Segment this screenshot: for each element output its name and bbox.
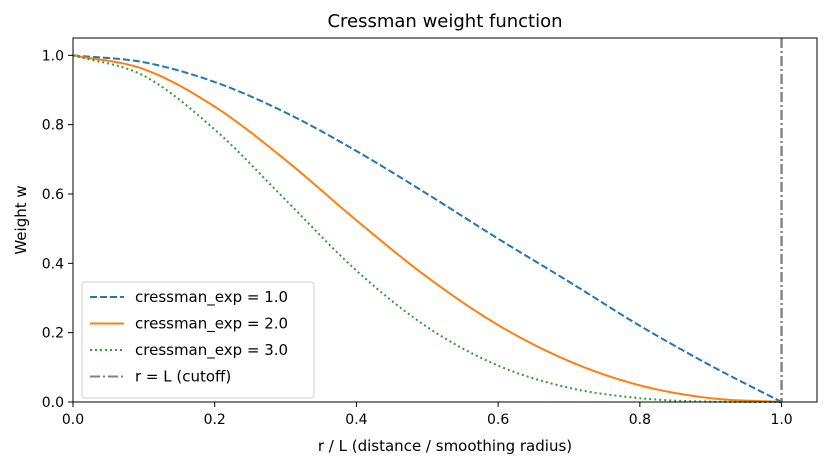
y-tick-label: 0.2: [42, 326, 64, 342]
legend: cressman_exp = 1.0 cressman_exp = 2.0 cres…: [81, 281, 315, 399]
y-tick-label: 0.4: [42, 256, 64, 272]
y-tick-label: 0.6: [42, 187, 64, 203]
chart-title: Cressman weight function: [327, 11, 562, 32]
legend-label: cressman_exp = 3.0: [135, 341, 288, 360]
y-tick-label: 0.8: [42, 118, 64, 134]
series-line-exp-3: [72, 54, 782, 403]
axes-frame: [72, 37, 818, 403]
y-axis-label: Weight w: [12, 185, 30, 254]
x-tick-label: 0.8: [629, 412, 651, 428]
legend-box: [81, 281, 315, 399]
x-tick-label: 0.4: [345, 412, 367, 428]
x-axis-label: r / L (distance / smoothing radius): [318, 437, 572, 455]
axis-ticks: 0.0 0.2 0.4 0.6 0.8 1.0 0.0 0.2 0.4 0.6 0.8 1.0: [42, 48, 793, 428]
series-line-exp-2: [72, 54, 782, 403]
x-tick-label: 0.2: [204, 412, 226, 428]
legend-label: r = L (cutoff): [135, 368, 231, 386]
legend-label: cressman_exp = 2.0: [135, 315, 288, 334]
series-line-exp-1: [72, 54, 783, 403]
legend-label: cressman_exp = 1.0: [135, 288, 288, 307]
x-tick-label: 1.0: [770, 412, 792, 428]
x-tick-label: 0.0: [62, 412, 84, 428]
x-tick-label: 0.6: [487, 412, 509, 428]
plot-area: [72, 38, 783, 403]
y-tick-label: 1.0: [42, 48, 64, 64]
y-tick-label: 0.0: [42, 395, 64, 411]
